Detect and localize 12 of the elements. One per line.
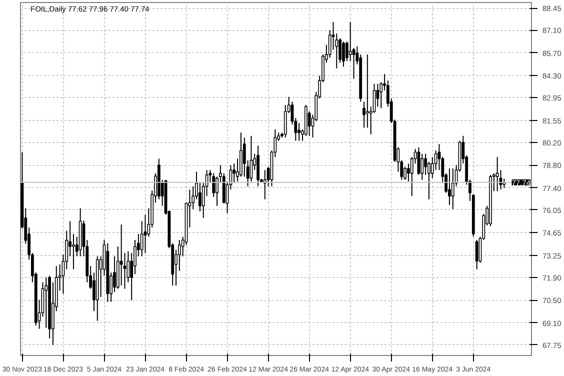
candlestick (342, 41, 345, 68)
candlestick (44, 276, 48, 328)
candlestick (72, 233, 75, 270)
candlestick (420, 153, 424, 180)
candlestick (348, 22, 352, 62)
candlestick (475, 240, 478, 270)
candlestick (496, 156, 499, 192)
candlestick (120, 224, 123, 286)
candlestick (448, 168, 451, 206)
candlestick (298, 122, 301, 142)
candlestick (451, 168, 454, 210)
candlestick (366, 54, 369, 128)
